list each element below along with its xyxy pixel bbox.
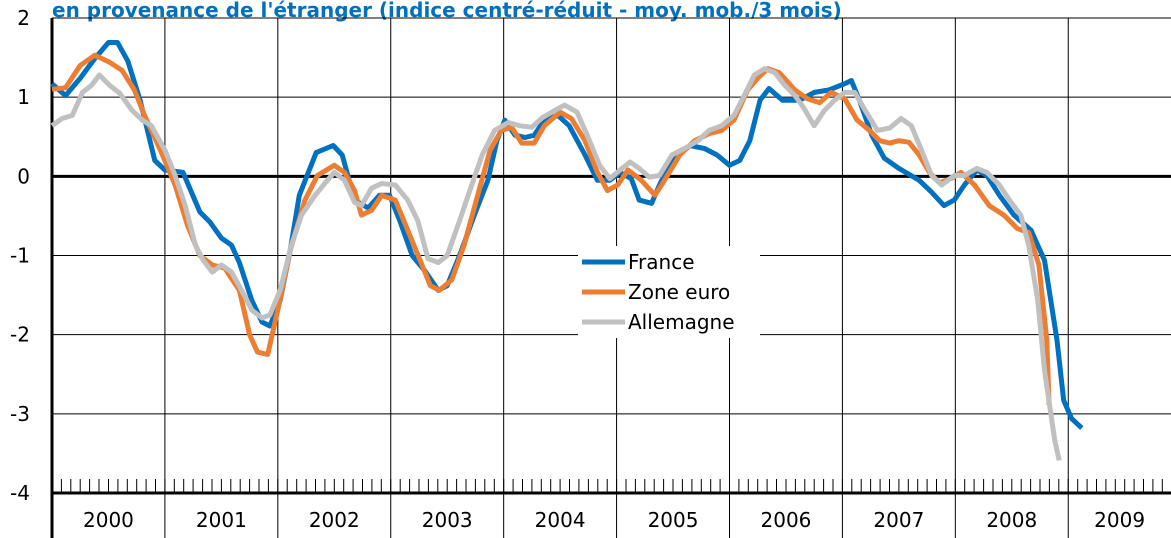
x-tick-label: 2002 <box>309 508 360 532</box>
legend-label: Allemagne <box>628 310 735 334</box>
x-tick-label: 2005 <box>648 508 699 532</box>
x-tick-label: 2009 <box>1094 508 1145 532</box>
x-tick-label: 2000 <box>83 508 134 532</box>
y-tick-label: 2 <box>17 6 30 30</box>
y-tick-label: -2 <box>10 323 30 347</box>
minor-ticks <box>51 479 1163 493</box>
series-line <box>50 66 1062 462</box>
y-tick-label: -1 <box>10 244 30 268</box>
x-tick-label: 2006 <box>761 508 812 532</box>
x-tick-label: 2008 <box>986 508 1037 532</box>
y-tick-label: 1 <box>17 85 30 109</box>
legend-label: Zone euro <box>628 280 730 304</box>
y-tick-label: -4 <box>10 481 30 505</box>
x-tick-label: 2003 <box>422 508 473 532</box>
x-tick-label: 2004 <box>535 508 586 532</box>
series-line <box>51 52 1052 406</box>
y-tick-label: 0 <box>17 164 30 188</box>
legend-label: France <box>628 250 695 274</box>
x-tick-label: 2007 <box>873 508 924 532</box>
chart-title: en provenance de l'étranger (indice cent… <box>52 0 842 22</box>
y-tick-label: -3 <box>10 402 30 426</box>
series-line <box>50 40 1084 430</box>
x-tick-label: 2001 <box>196 508 247 532</box>
